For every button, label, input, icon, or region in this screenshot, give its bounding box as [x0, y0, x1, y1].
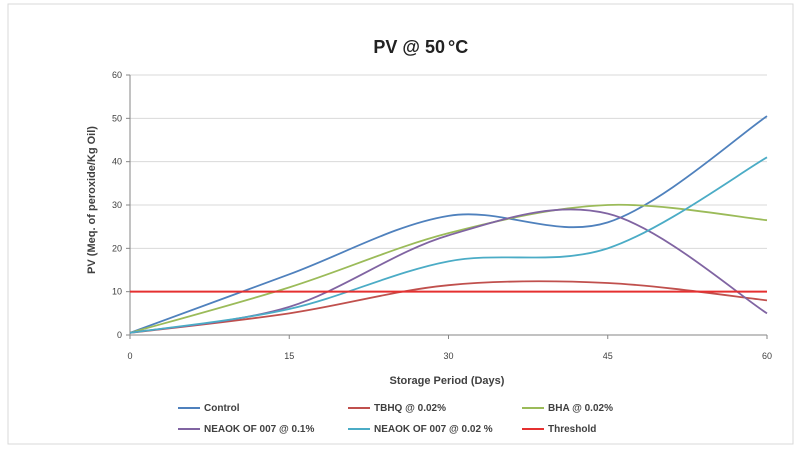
- legend: Control TBHQ @ 0.02% BHA @ 0.02% NEAOK OF 0…: [178, 403, 613, 435]
- legend-item-neaok-of-007-0-02: NEAOK OF 007 @ 0.02 %: [348, 424, 493, 435]
- legend-label: TBHQ @ 0.02%: [374, 403, 446, 414]
- legend-label: BHA @ 0.02%: [548, 403, 613, 414]
- series-line-bha-0-02: [129, 203, 768, 334]
- y-tick-label: 60: [112, 70, 122, 80]
- series-line-control: [129, 115, 768, 334]
- series-group: [129, 115, 768, 334]
- legend-label: Control: [204, 403, 240, 414]
- chart-title: PV @ 50: [373, 37, 445, 57]
- chart-title-suffix: °C: [448, 37, 468, 57]
- x-tick-label: 0: [127, 351, 132, 361]
- y-tick-label: 0: [117, 330, 122, 340]
- legend-item-threshold: Threshold: [522, 424, 596, 435]
- y-axis-label: PV (Meq. of peroxide/Kg Oil): [86, 126, 98, 274]
- y-tick-label: 40: [112, 157, 122, 167]
- x-tick-label: 60: [762, 351, 772, 361]
- x-tick-label: 45: [603, 351, 613, 361]
- legend-item-bha-0-02: BHA @ 0.02%: [522, 403, 613, 414]
- series-line-neaok-of-007-0-02: [129, 156, 768, 334]
- tick-labels: 0 10 20 30 40 50 60 0 15 30 45 60: [112, 70, 772, 361]
- legend-item-neaok-of-007-0-1: NEAOK OF 007 @ 0.1%: [178, 424, 314, 435]
- legend-label: NEAOK OF 007 @ 0.02 %: [374, 424, 493, 435]
- y-tick-label: 20: [112, 243, 122, 253]
- legend-label: NEAOK OF 007 @ 0.1%: [204, 424, 314, 435]
- y-tick-label: 50: [112, 113, 122, 123]
- series-line-tbhq-0-02: [129, 280, 768, 334]
- y-tick-label: 10: [112, 287, 122, 297]
- legend-item-tbhq-0-02: TBHQ @ 0.02%: [348, 403, 446, 414]
- x-axis-label: Storage Period (Days): [390, 375, 505, 387]
- x-tick-label: 30: [443, 351, 453, 361]
- x-tick-label: 15: [284, 351, 294, 361]
- legend-label: Threshold: [548, 424, 596, 435]
- y-tick-label: 30: [112, 200, 122, 210]
- legend-item-control: Control: [178, 403, 240, 414]
